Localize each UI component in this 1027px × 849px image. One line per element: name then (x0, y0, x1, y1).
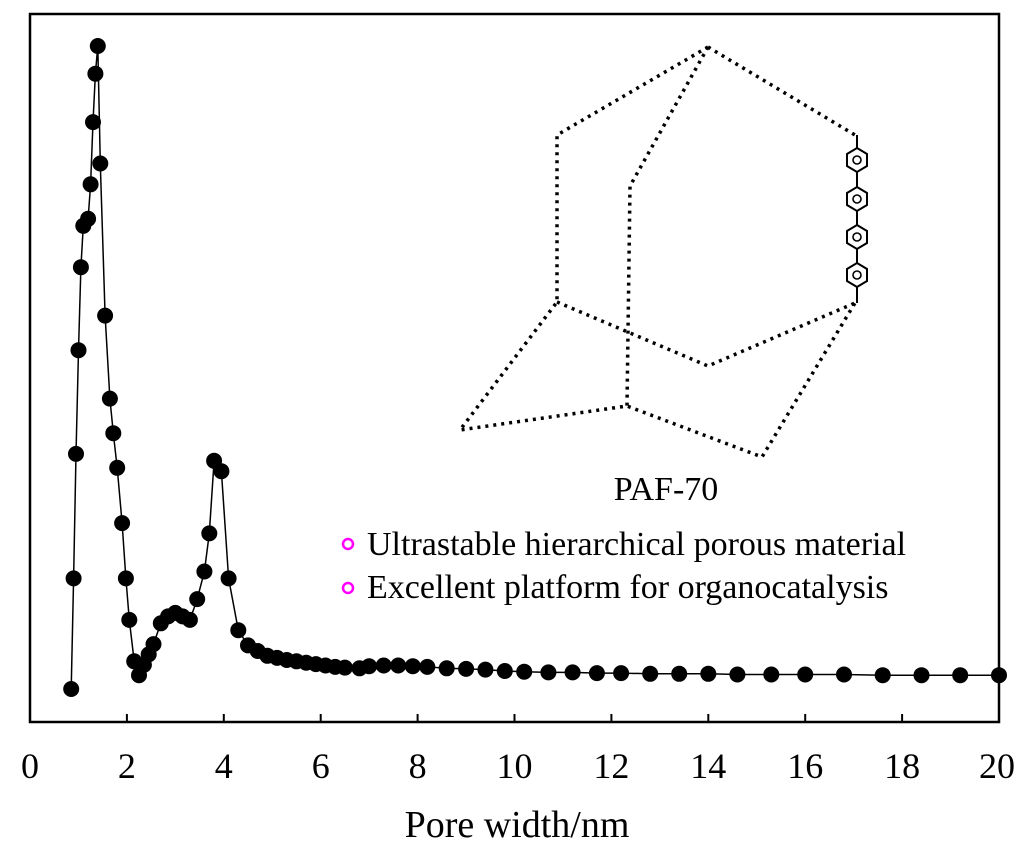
x-tick-label: 6 (312, 746, 330, 786)
data-point (516, 663, 533, 680)
x-tick-label: 18 (884, 746, 920, 786)
annotation-text: Ultrastable hierarchical porous material (367, 526, 906, 563)
data-point (80, 210, 97, 227)
data-point (540, 664, 557, 681)
data-point (145, 636, 162, 653)
phenyl-ring-icon (846, 185, 868, 213)
data-point (642, 665, 659, 682)
phenyl-ring-icon (846, 261, 868, 289)
data-point (117, 570, 134, 587)
data-point (109, 459, 126, 476)
data-point (213, 463, 230, 480)
data-point (201, 525, 218, 542)
framework-edges (456, 45, 857, 460)
data-point (72, 259, 89, 276)
x-tick-label: 12 (593, 746, 629, 786)
data-point (220, 570, 237, 587)
data-point (230, 622, 247, 639)
x-tick-label: 2 (118, 746, 136, 786)
data-point (121, 611, 138, 628)
data-point (196, 563, 213, 580)
bullet-icon (341, 537, 355, 551)
data-point (87, 65, 104, 82)
x-tick-label: 10 (497, 746, 533, 786)
data-point (189, 591, 206, 608)
data-point (390, 657, 407, 674)
data-point (671, 665, 688, 682)
data-point (336, 659, 353, 676)
data-point (181, 611, 198, 628)
data-point (85, 114, 101, 131)
data-point (89, 38, 106, 54)
data-point (952, 667, 969, 684)
data-point (361, 658, 378, 675)
data-point (97, 307, 114, 324)
data-point (763, 666, 780, 683)
x-tick-label: 0 (21, 746, 39, 786)
data-point (564, 664, 581, 681)
series-points (63, 38, 1007, 697)
x-tick-label: 8 (409, 746, 427, 786)
x-tick-label: 14 (690, 746, 726, 786)
data-point (913, 667, 930, 684)
x-axis: 0 2 4 6 8 10 12 14 16 18 20 (21, 714, 1015, 786)
data-point (613, 665, 630, 682)
x-tick-label: 20 (979, 746, 1015, 786)
linker-phenyl-rings (846, 135, 868, 303)
x-axis-label: Pore width/nm (405, 804, 630, 846)
data-point (101, 390, 118, 407)
data-point (105, 425, 122, 442)
phenyl-ring-icon (846, 146, 868, 174)
phenyl-ring-icon (846, 223, 868, 251)
data-point (836, 666, 852, 683)
data-point (65, 570, 82, 587)
structure-label: PAF-70 (614, 471, 719, 508)
x-tick-label: 4 (215, 746, 233, 786)
annotation-list: Ultrastable hierarchical porous material… (341, 526, 906, 606)
data-point (419, 658, 436, 675)
data-point (70, 342, 87, 359)
data-point (68, 445, 84, 462)
data-point (63, 681, 80, 697)
data-point (700, 665, 717, 682)
data-point (114, 515, 131, 532)
data-point (729, 666, 746, 683)
data-point (797, 666, 814, 683)
bullet-icon (341, 581, 355, 595)
data-point (496, 663, 513, 679)
structure-diagram: PAF-70 (456, 45, 868, 508)
data-point (82, 176, 99, 193)
data-point (404, 658, 421, 675)
x-tick-label: 16 (787, 746, 823, 786)
annotation-text: Excellent platform for organocatalysis (367, 569, 888, 606)
data-point (92, 155, 109, 172)
data-point (477, 661, 494, 678)
data-point (874, 667, 891, 684)
data-point (991, 667, 1007, 684)
data-point (438, 660, 455, 677)
data-point (588, 665, 605, 682)
data-point (458, 660, 475, 677)
data-point (375, 657, 392, 674)
